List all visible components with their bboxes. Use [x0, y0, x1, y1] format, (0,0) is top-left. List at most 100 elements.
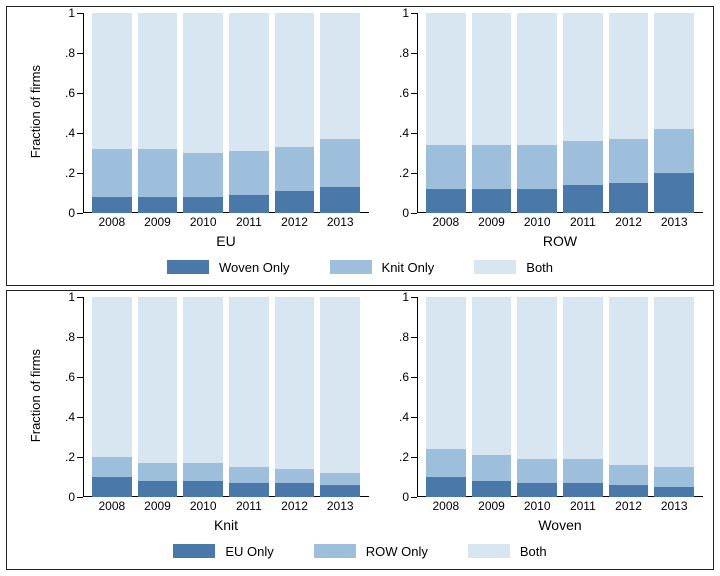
bar-segment	[138, 297, 178, 463]
bars-container	[417, 297, 703, 497]
y-tick-label: 1	[402, 6, 417, 20]
x-ticks: 200820092010201120122013	[417, 497, 703, 515]
x-tick-label: 2013	[320, 497, 360, 515]
bar-segment	[138, 197, 178, 213]
bar-segment	[654, 297, 694, 467]
y-tick-label: 0	[68, 206, 83, 220]
legend-label: Knit Only	[382, 260, 435, 275]
chart-title: EU	[83, 231, 369, 249]
bar-segment	[320, 139, 360, 187]
plot-area: 0.2.4.6.81	[83, 13, 369, 213]
y-tick-label: .6	[65, 370, 83, 384]
bar-segment	[609, 139, 649, 183]
y-tick-label: 0	[402, 490, 417, 504]
bar	[229, 297, 269, 497]
x-tick-label: 2009	[138, 497, 178, 515]
bar-segment	[472, 481, 512, 497]
chart-panel-eu: 0.2.4.6.81200820092010201120122013EU	[61, 13, 369, 249]
bar-segment	[426, 297, 466, 449]
legend-swatch	[314, 544, 356, 558]
y-tick-label: .4	[65, 410, 83, 424]
bar-segment	[275, 191, 315, 213]
y-tick-label: 1	[68, 290, 83, 304]
legend: Woven Only Knit Only Both	[13, 249, 707, 283]
legend-label: ROW Only	[366, 544, 428, 559]
bar-segment	[229, 297, 269, 467]
x-tick-label: 2010	[183, 213, 223, 231]
bar-segment	[92, 477, 132, 497]
y-axis-wrap: Fraction of firms	[13, 13, 57, 249]
bar	[183, 297, 223, 497]
chart-panel-row: 0.2.4.6.81200820092010201120122013ROW	[395, 13, 703, 249]
bar-segment	[138, 149, 178, 197]
bar	[320, 297, 360, 497]
legend-item: Both	[468, 544, 547, 559]
bar-segment	[654, 487, 694, 497]
y-axis-label: Fraction of firms	[28, 349, 43, 442]
bar	[472, 13, 512, 213]
plot-area: 0.2.4.6.81	[417, 297, 703, 497]
bar	[563, 13, 603, 213]
chart-panel-woven: 0.2.4.6.81200820092010201120122013Woven	[395, 297, 703, 533]
legend-item: Both	[474, 260, 553, 275]
bar	[609, 297, 649, 497]
plot-area: 0.2.4.6.81	[83, 297, 369, 497]
x-tick-label: 2008	[92, 497, 132, 515]
bar	[229, 13, 269, 213]
y-tick-label: 0	[68, 490, 83, 504]
bar	[138, 13, 178, 213]
bar	[320, 13, 360, 213]
bar	[426, 297, 466, 497]
bar-segment	[320, 485, 360, 497]
x-tick-label: 2008	[426, 497, 466, 515]
y-axis-wrap: Fraction of firms	[13, 297, 57, 533]
bar-segment	[517, 13, 557, 145]
y-tick-label: .8	[399, 46, 417, 60]
bar	[92, 13, 132, 213]
y-tick-label: 0	[402, 206, 417, 220]
bar-segment	[563, 483, 603, 497]
x-tick-label: 2009	[472, 213, 512, 231]
bar-segment	[92, 197, 132, 213]
bar-segment	[654, 129, 694, 173]
bar-segment	[138, 13, 178, 149]
bar-segment	[320, 297, 360, 473]
charts-row: Fraction of firms0.2.4.6.812008200920102…	[13, 297, 707, 533]
legend-item: Woven Only	[167, 260, 290, 275]
x-tick-label: 2010	[183, 497, 223, 515]
bar-segment	[426, 13, 466, 145]
legend-item: ROW Only	[314, 544, 428, 559]
x-ticks: 200820092010201120122013	[83, 497, 369, 515]
bar	[183, 13, 223, 213]
x-tick-label: 2011	[229, 497, 269, 515]
bar-segment	[229, 13, 269, 151]
bar-segment	[609, 297, 649, 465]
chart-title: Knit	[83, 515, 369, 533]
bar-segment	[275, 483, 315, 497]
bar-segment	[609, 13, 649, 139]
bar-segment	[472, 145, 512, 189]
y-tick-label: .8	[399, 330, 417, 344]
bar-segment	[654, 173, 694, 213]
legend-item: Knit Only	[330, 260, 435, 275]
bar-segment	[563, 297, 603, 459]
bar-segment	[183, 197, 223, 213]
x-tick-label: 2013	[654, 497, 694, 515]
legend-label: EU Only	[225, 544, 273, 559]
y-tick-label: .2	[65, 166, 83, 180]
bar	[517, 13, 557, 213]
bar-segment	[563, 141, 603, 185]
bar-segment	[517, 145, 557, 189]
legend-swatch	[468, 544, 510, 558]
bar-segment	[654, 467, 694, 487]
legend-label: Both	[526, 260, 553, 275]
legend-item: EU Only	[173, 544, 273, 559]
x-tick-label: 2010	[517, 497, 557, 515]
legend-label: Both	[520, 544, 547, 559]
bar-segment	[92, 13, 132, 149]
y-tick-label: .2	[399, 166, 417, 180]
bar	[654, 297, 694, 497]
x-tick-label: 2008	[92, 213, 132, 231]
bar-segment	[138, 463, 178, 481]
x-tick-label: 2009	[138, 213, 178, 231]
